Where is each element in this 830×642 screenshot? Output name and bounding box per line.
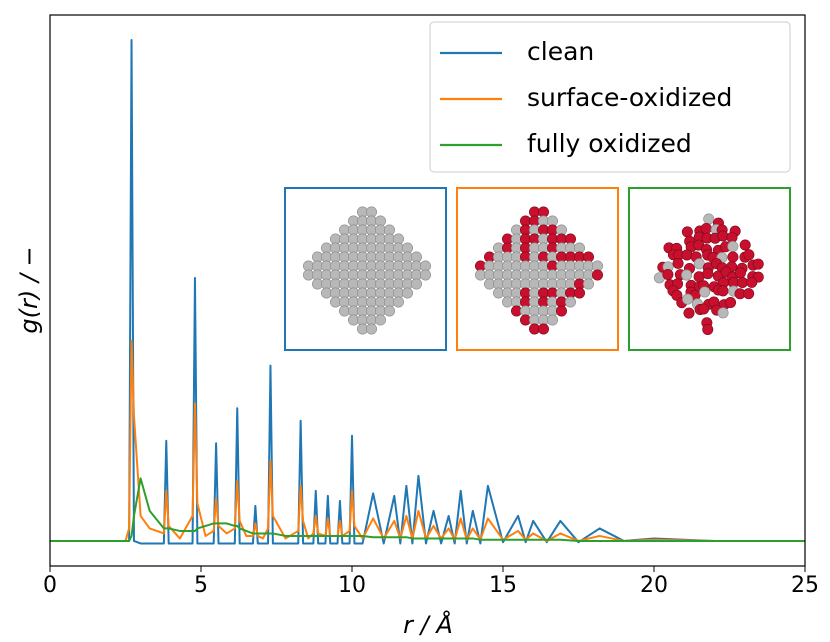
atom [743,249,755,261]
atom [682,293,694,305]
atom [734,267,746,279]
atom [582,278,594,290]
atom [739,239,751,251]
y-axis-label: g(r) / − [15,246,43,333]
atom [702,268,714,280]
plot-area [50,39,805,545]
insets [284,187,791,351]
atom [591,269,603,281]
atom [681,269,693,281]
atom [700,223,712,235]
atom [717,285,729,297]
series-line [50,339,805,542]
x-tick-label: 20 [640,573,668,598]
atom [365,323,377,335]
atom [564,296,576,308]
atom [727,240,739,252]
atom [546,314,558,326]
x-tick-label: 25 [791,573,819,598]
atom [702,324,714,336]
series-line [50,477,805,542]
atom [743,288,755,300]
legend-label: clean [527,37,594,66]
atom [752,258,764,270]
x-tick-label: 0 [43,573,57,598]
atom [717,307,729,319]
atom [555,305,567,317]
atom [419,269,431,281]
atom [662,269,674,281]
legend-label: fully oxidized [527,129,692,158]
atom [410,278,422,290]
atom [383,305,395,317]
atom [683,307,695,319]
atom [374,314,386,326]
atom [672,257,684,269]
atom [681,226,693,238]
atom [699,286,711,298]
atom [703,213,715,225]
legend [429,21,791,173]
x-axis-label: r / Å [403,610,453,639]
atom [727,251,739,263]
atom [698,303,710,315]
axes-frame [49,14,806,567]
atom [717,230,729,242]
atom [693,258,705,270]
x-tick-label: 10 [338,573,366,598]
legend-label: surface-oxidized [527,83,732,112]
atom [725,296,737,308]
atom [537,323,549,335]
x-tick-label: 5 [194,573,208,598]
atom [573,287,585,299]
atom [736,276,748,288]
atom [401,287,413,299]
atom [746,276,758,288]
x-tick-label: 15 [489,573,517,598]
atom [392,296,404,308]
atom [681,249,693,261]
